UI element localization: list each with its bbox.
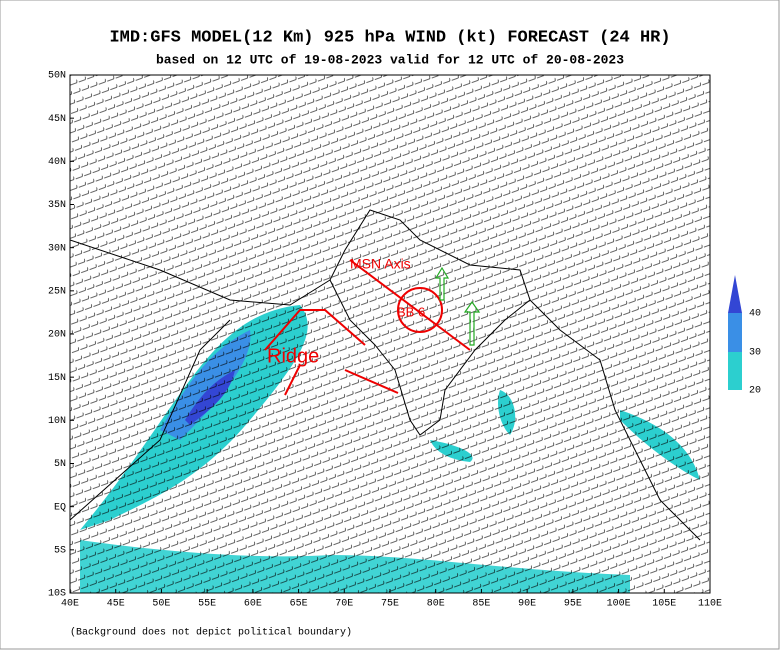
subtitle: based on 12 UTC of 19-08-2023 valid for …	[156, 52, 624, 67]
lat-label: EQ	[54, 502, 66, 513]
lat-axis: 50N 45N 40N 35N 30N 25N 20N 15N 10N 5N EQ 5S 10S	[48, 71, 74, 600]
lat-label: 35N	[48, 200, 66, 211]
annotations: MSN Axis Ridge BB 6	[264, 256, 481, 396]
lon-label: 55E	[198, 599, 216, 610]
lat-label: 25N	[48, 286, 66, 297]
lon-label: 45E	[107, 599, 125, 610]
footnote: (Background does not depict political bo…	[70, 627, 352, 639]
legend-label: 40	[749, 309, 761, 320]
legend-label: 30	[749, 348, 761, 359]
lat-label: 45N	[48, 114, 66, 125]
india-outline	[329, 209, 531, 436]
lat-label: 5N	[54, 459, 66, 470]
africa-coast	[70, 319, 231, 521]
lon-label: 75E	[381, 599, 399, 610]
lat-label: 15N	[48, 373, 66, 384]
lat-label: 40N	[48, 157, 66, 168]
lon-label: 80E	[427, 599, 445, 610]
map	[70, 75, 710, 593]
ridge-label: Ridge	[267, 345, 319, 367]
lat-label: 20N	[48, 330, 66, 341]
low-label: BB 6	[397, 304, 425, 319]
msn-axis-line	[349, 259, 471, 351]
lat-label: 50N	[48, 71, 66, 82]
title: IMD:GFS MODEL(12 Km) 925 hPa WIND (kt) F…	[109, 28, 670, 47]
lon-label: 50E	[152, 599, 170, 610]
lon-label: 110E	[698, 599, 722, 610]
wind-barbs	[70, 75, 710, 593]
lon-label: 90E	[518, 599, 536, 610]
lon-label: 105E	[652, 599, 676, 610]
arrows	[434, 266, 481, 346]
lon-label: 40E	[61, 599, 79, 610]
lon-label: 95E	[564, 599, 582, 610]
ridge-lines	[264, 309, 399, 396]
lat-label: 30N	[48, 243, 66, 254]
low-circle	[397, 287, 443, 333]
msn-axis-label: MSN Axis	[350, 256, 411, 272]
lon-label: 65E	[290, 599, 308, 610]
coastline	[70, 239, 701, 541]
lon-label: 70E	[335, 599, 353, 610]
lon-label: 85E	[472, 599, 490, 610]
lon-label: 60E	[244, 599, 262, 610]
colorbar: 40 30 20	[728, 275, 761, 397]
lat-label: 10S	[48, 589, 66, 600]
legend-label: 20	[749, 386, 761, 397]
lat-label: 5S	[54, 545, 66, 556]
lat-label: 10N	[48, 416, 66, 427]
lon-axis: 40E 45E 50E 55E 60E 65E 70E 75E 80E 85E 90E 95E 100E…	[61, 589, 722, 610]
lon-label: 100E	[607, 599, 631, 610]
